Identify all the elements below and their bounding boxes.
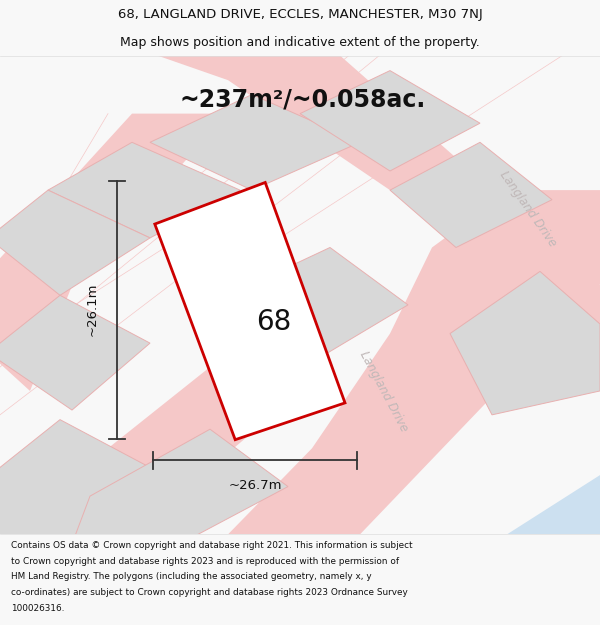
Polygon shape (300, 71, 480, 171)
Text: to Crown copyright and database rights 2023 and is reproduced with the permissio: to Crown copyright and database rights 2… (11, 557, 399, 566)
Polygon shape (72, 429, 288, 544)
Polygon shape (228, 190, 600, 534)
Polygon shape (155, 182, 345, 440)
Text: HM Land Registry. The polygons (including the associated geometry, namely x, y: HM Land Registry. The polygons (includin… (11, 572, 371, 581)
Text: Langland Drive: Langland Drive (357, 348, 411, 434)
Polygon shape (0, 419, 150, 544)
Polygon shape (492, 468, 600, 544)
Polygon shape (0, 295, 150, 410)
Text: Contains OS data © Crown copyright and database right 2021. This information is : Contains OS data © Crown copyright and d… (11, 541, 412, 550)
Text: ~237m²/~0.058ac.: ~237m²/~0.058ac. (180, 88, 426, 111)
Text: 100026316.: 100026316. (11, 604, 64, 613)
Polygon shape (450, 271, 600, 415)
Polygon shape (228, 248, 408, 362)
Polygon shape (48, 142, 240, 238)
Polygon shape (0, 114, 228, 391)
Text: 68: 68 (256, 308, 292, 336)
Text: 68, LANGLAND DRIVE, ECCLES, MANCHESTER, M30 7NJ: 68, LANGLAND DRIVE, ECCLES, MANCHESTER, … (118, 8, 482, 21)
Polygon shape (30, 319, 330, 544)
Polygon shape (390, 142, 552, 248)
Polygon shape (0, 190, 150, 295)
Text: ~26.1m: ~26.1m (86, 283, 99, 336)
Text: Langland Drive: Langland Drive (497, 169, 559, 249)
Polygon shape (132, 47, 600, 367)
Text: co-ordinates) are subject to Crown copyright and database rights 2023 Ordnance S: co-ordinates) are subject to Crown copyr… (11, 588, 407, 598)
Text: Map shows position and indicative extent of the property.: Map shows position and indicative extent… (120, 36, 480, 49)
Polygon shape (150, 94, 360, 190)
Text: ~26.7m: ~26.7m (228, 479, 282, 492)
